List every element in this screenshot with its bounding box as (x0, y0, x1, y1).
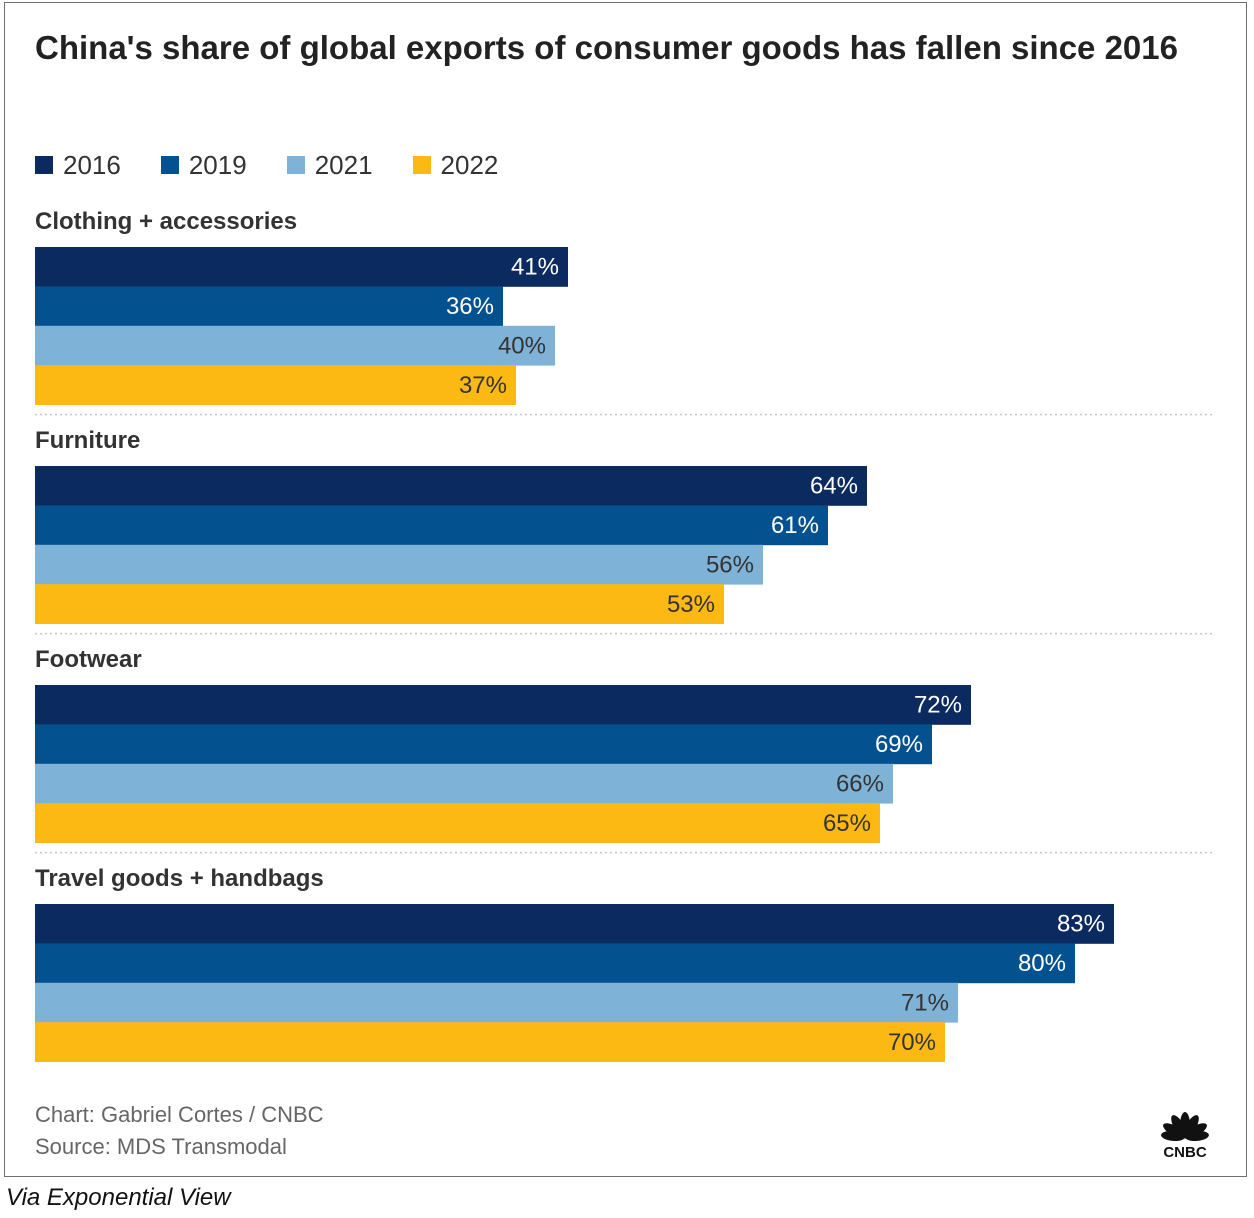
chart-frame: China's share of global exports of consu… (4, 2, 1247, 1177)
caption: Via Exponential View (6, 1184, 231, 1211)
data-label: 71% (901, 990, 949, 1017)
data-label: 53% (667, 591, 715, 618)
source-credit: Source: MDS Transmodal (35, 1134, 287, 1159)
data-label: 40% (498, 333, 546, 360)
legend-label: 2016 (63, 149, 121, 180)
data-label: 56% (706, 552, 754, 579)
legend-label: 2019 (188, 149, 247, 180)
data-label: 65% (823, 810, 871, 837)
bar-2016 (35, 685, 971, 725)
category-label: Footwear (35, 646, 142, 673)
data-label: 36% (446, 293, 494, 320)
bar-2021 (35, 982, 958, 1023)
legend-swatch (160, 156, 179, 174)
data-label: 66% (836, 771, 884, 798)
legend-swatch (412, 156, 431, 174)
legend-item-2016: 2016 (35, 150, 121, 181)
bar-2019 (35, 505, 828, 546)
bar-2019 (35, 286, 503, 327)
bar-2021 (35, 325, 555, 366)
chart-credit: Chart: Gabriel Cortes / CNBC (35, 1102, 324, 1127)
bar-2016 (35, 247, 568, 287)
data-label: 64% (810, 473, 858, 500)
data-label: 61% (771, 512, 819, 539)
data-label: 70% (888, 1029, 936, 1056)
data-label: 72% (914, 692, 962, 719)
bar-2021 (35, 763, 893, 804)
bar-2019 (35, 724, 932, 765)
bar-chart: Clothing + accessories 41% 36%40% 37% Furnit… (35, 208, 1213, 1062)
category-label: Travel goods + handbags (35, 865, 324, 892)
logo-text: CNBC (1163, 1144, 1206, 1159)
bar-2022 (35, 584, 724, 624)
legend-item-2019: 2019 (160, 149, 247, 181)
legend-label: 2022 (440, 149, 499, 180)
bar-2022 (35, 365, 516, 405)
legend: 2016 2019 2021 2022 (35, 149, 538, 181)
legend-item-2021: 2021 (286, 149, 373, 181)
bar-2022 (35, 1022, 945, 1062)
bar-2016 (35, 904, 1114, 944)
data-label: 41% (511, 254, 559, 281)
data-label: 37% (459, 372, 507, 399)
category-label: Furniture (35, 427, 140, 454)
legend-item-2022: 2022 (412, 149, 499, 181)
data-label: 80% (1018, 950, 1066, 977)
legend-label: 2021 (314, 149, 373, 180)
legend-swatch (286, 156, 305, 174)
cnbc-peacock-icon: CNBC (1161, 1112, 1209, 1159)
chart-title: China's share of global exports of consu… (35, 29, 1178, 66)
credits: Chart: Gabriel Cortes / CNBC Source: MDS… (35, 1099, 324, 1163)
bar-2016 (35, 466, 867, 506)
bar-2021 (35, 544, 763, 585)
data-label: 83% (1057, 911, 1105, 938)
category-label: Clothing + accessories (35, 208, 297, 235)
bar-2022 (35, 803, 880, 843)
data-label: 69% (875, 731, 923, 758)
legend-swatch (35, 156, 53, 174)
bar-2019 (35, 943, 1075, 984)
